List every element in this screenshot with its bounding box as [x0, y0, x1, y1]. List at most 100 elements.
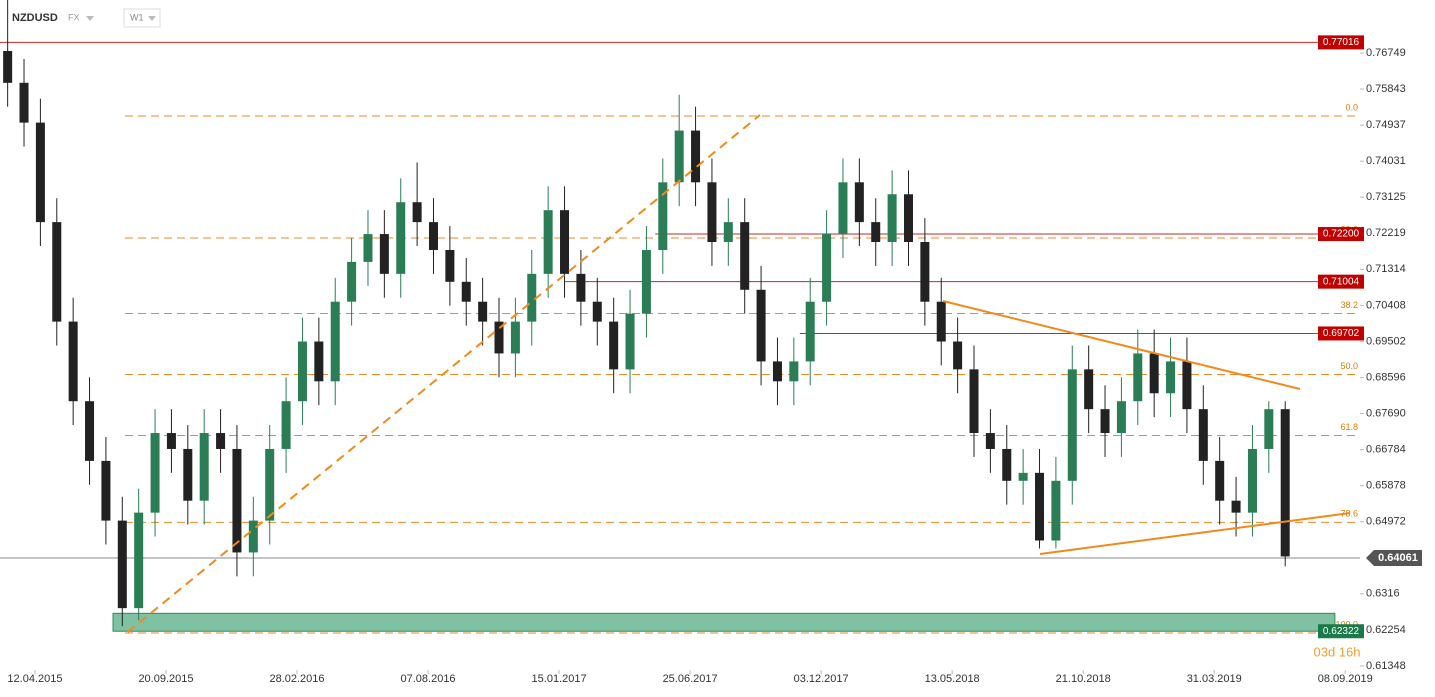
candle-body — [527, 273, 537, 322]
candle-body — [1116, 401, 1126, 434]
timeframe[interactable]: W1 — [130, 12, 144, 22]
zone-label-box — [1318, 624, 1364, 639]
candle-body — [822, 234, 832, 302]
candle-body — [510, 321, 520, 354]
candle-body — [1002, 448, 1012, 481]
candle-body — [772, 361, 782, 382]
candle-body — [543, 210, 553, 274]
candle-body — [199, 433, 209, 501]
trend-line — [942, 300, 1301, 390]
candle-body — [609, 321, 619, 370]
candle-body — [3, 50, 13, 83]
candle-body — [1215, 460, 1225, 501]
candle-body — [576, 273, 586, 302]
candle-body — [183, 448, 193, 501]
candle-body — [85, 401, 95, 461]
candle-body — [592, 301, 602, 322]
candle-body — [936, 301, 946, 342]
candle-body — [232, 448, 242, 553]
candle-body — [1051, 480, 1061, 541]
candle-body — [265, 448, 275, 521]
level-label: 0.69702 — [1323, 328, 1360, 339]
candle-body — [68, 321, 78, 402]
x-tick-label: 25.06.2017 — [663, 673, 718, 685]
candle-body — [1264, 409, 1274, 449]
candle-body — [1018, 472, 1028, 481]
candle-body — [314, 341, 324, 382]
x-tick-label: 20.09.2015 — [138, 673, 193, 685]
candle-body — [871, 222, 881, 243]
candle-body — [805, 301, 815, 362]
level-label-box — [1318, 326, 1364, 341]
zone-label: 0.62322 — [1323, 626, 1360, 637]
candle-body — [379, 234, 389, 274]
candle-body — [985, 433, 995, 449]
candle-body — [1182, 361, 1192, 410]
candle-body — [854, 182, 864, 223]
candle-body — [838, 182, 848, 235]
candle-body — [625, 313, 635, 370]
candle-body — [461, 281, 471, 302]
candle-body — [1149, 353, 1159, 394]
y-tick-label: 0.73125 — [1366, 191, 1406, 203]
candle-body — [756, 289, 766, 362]
candle-body — [248, 520, 258, 553]
candle-body — [920, 242, 930, 302]
y-tick-label: 0.75843 — [1366, 83, 1406, 95]
candle-body — [330, 301, 340, 382]
candle-body — [641, 249, 651, 314]
x-tick-label: 07.08.2016 — [401, 673, 456, 685]
y-tick-label: 0.74937 — [1366, 119, 1406, 131]
candle-body — [691, 130, 701, 183]
y-tick-label: 0.68596 — [1366, 371, 1406, 383]
y-tick-label: 0.62254 — [1366, 624, 1406, 636]
fib-label: 38.2 — [1340, 300, 1358, 310]
current-price-tag — [1366, 549, 1422, 566]
dropdown-arrow[interactable] — [148, 16, 156, 21]
fib-label: 61.8 — [1340, 422, 1358, 432]
candle-body — [35, 122, 45, 223]
y-tick-label: 0.65878 — [1366, 480, 1406, 492]
fib-label: 0.0 — [1345, 102, 1358, 112]
y-tick-label: 0.64972 — [1366, 516, 1406, 528]
candle-body — [1166, 361, 1176, 394]
candle-body — [1231, 500, 1241, 513]
y-tick-label: 0.6316 — [1366, 588, 1400, 600]
y-tick-label: 0.71314 — [1366, 263, 1406, 275]
candle-body — [1198, 409, 1208, 461]
candle-body — [1084, 369, 1094, 410]
symbol[interactable]: NZDUSD — [12, 12, 58, 24]
market[interactable]: FX — [68, 12, 80, 22]
x-tick-label: 08.09.2019 — [1318, 673, 1373, 685]
candle-body — [216, 433, 226, 449]
candle-body — [281, 401, 291, 449]
y-tick-label: 0.72219 — [1366, 227, 1406, 239]
timeframe-box[interactable] — [123, 8, 161, 28]
candle-body — [101, 460, 111, 521]
y-tick-label: 0.76749 — [1366, 47, 1406, 59]
candle-body — [903, 194, 913, 243]
y-tick-label: 0.61348 — [1366, 660, 1406, 672]
y-tick-label: 0.74031 — [1366, 155, 1406, 167]
countdown: 03d 16h — [1314, 644, 1361, 659]
level-label-box — [1318, 274, 1364, 289]
candle-body — [1247, 448, 1257, 513]
candle-body — [478, 301, 488, 322]
x-tick-label: 28.02.2016 — [269, 673, 324, 685]
candle-body — [117, 520, 127, 609]
x-tick-label: 12.04.2015 — [7, 673, 62, 685]
candle-body — [1133, 353, 1143, 402]
candle-body — [1067, 369, 1077, 481]
candle-body — [1100, 409, 1110, 434]
candle-body — [658, 182, 668, 250]
level-label: 0.72200 — [1323, 229, 1360, 240]
dropdown-arrow[interactable] — [86, 16, 94, 21]
candle-body — [969, 369, 979, 434]
x-tick-label: 03.12.2017 — [794, 673, 849, 685]
candle-body — [428, 222, 439, 250]
candle-body — [494, 321, 504, 354]
support-zone — [112, 612, 1336, 632]
x-tick-label: 31.03.2019 — [1187, 673, 1242, 685]
y-tick-label: 0.66784 — [1366, 444, 1406, 456]
